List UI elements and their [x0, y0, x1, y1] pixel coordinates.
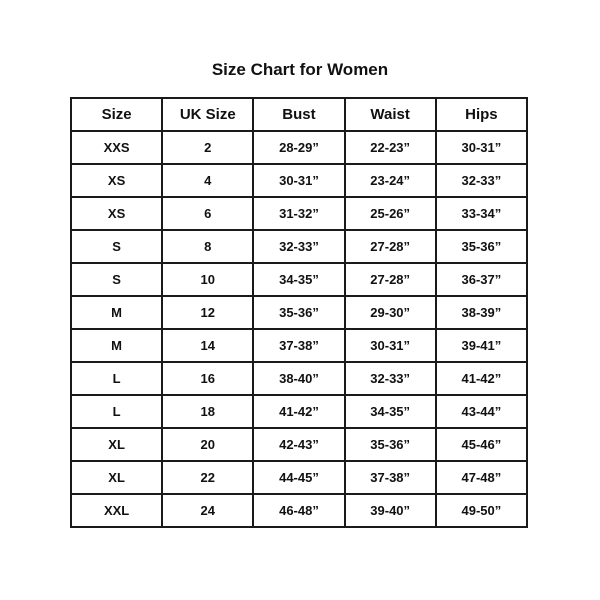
table-cell: XL [69, 427, 164, 462]
table-cell: 30-31” [252, 163, 346, 198]
table-cell: 14 [161, 328, 255, 363]
table-cell: 44-45” [252, 460, 346, 495]
table-cell: 2 [161, 130, 255, 165]
table-row: M 14 37-38” 30-31” 39-41” [69, 328, 529, 363]
table-cell: L [69, 361, 164, 396]
table-cell: 32-33” [252, 229, 346, 264]
table-cell: 45-46” [434, 427, 529, 462]
table-cell: XL [69, 460, 164, 495]
table-cell: 35-36” [343, 427, 437, 462]
table-cell: 32-33” [434, 163, 529, 198]
table-cell: 39-40” [343, 493, 437, 528]
table-cell: 34-35” [343, 394, 437, 429]
table-cell: 8 [161, 229, 255, 264]
column-header: Waist [343, 97, 437, 132]
table-cell: XXL [69, 493, 164, 528]
table-cell: 22-23” [343, 130, 437, 165]
table-row: XL 22 44-45” 37-38” 47-48” [69, 460, 529, 495]
table-cell: 41-42” [434, 361, 529, 396]
table-cell: 28-29” [252, 130, 346, 165]
table-cell: XS [69, 196, 164, 231]
table-cell: 49-50” [434, 493, 529, 528]
table-row: L 18 41-42” 34-35” 43-44” [69, 394, 529, 429]
table-cell: 27-28” [343, 262, 437, 297]
table-cell: 16 [161, 361, 255, 396]
table-cell: 30-31” [343, 328, 437, 363]
page-title: Size Chart for Women [211, 60, 389, 79]
table-row: XS 4 30-31” 23-24” 32-33” [69, 163, 529, 198]
table-row: XL 20 42-43” 35-36” 45-46” [69, 427, 529, 462]
table-cell: XXS [69, 130, 164, 165]
table-cell: 32-33” [343, 361, 437, 396]
table-row: XXL 24 46-48” 39-40” 49-50” [69, 493, 529, 528]
table-cell: 20 [161, 427, 255, 462]
table-cell: 39-41” [434, 328, 529, 363]
table-cell: L [69, 394, 164, 429]
table-cell: 46-48” [252, 493, 346, 528]
table-row: XXS 2 28-29” 22-23” 30-31” [69, 130, 529, 165]
table-cell: 37-38” [343, 460, 437, 495]
size-chart-table: Size UK Size Bust Waist Hips XXS 2 28-29” 22-23… [69, 97, 529, 528]
table-cell: M [69, 295, 164, 330]
table-cell: 34-35” [252, 262, 346, 297]
table-cell: S [69, 262, 164, 297]
table-cell: 36-37” [434, 262, 529, 297]
column-header: Hips [434, 97, 529, 132]
table-row: L 16 38-40” 32-33” 41-42” [69, 361, 529, 396]
table-cell: 6 [161, 196, 255, 231]
table-cell: 35-36” [434, 229, 529, 264]
column-header: Bust [252, 97, 346, 132]
table-cell: 10 [161, 262, 255, 297]
table-cell: 30-31” [434, 130, 529, 165]
table-row: M 12 35-36” 29-30” 38-39” [69, 295, 529, 330]
table-cell: 31-32” [252, 196, 346, 231]
table-cell: 4 [161, 163, 255, 198]
table-header-row: Size UK Size Bust Waist Hips [69, 97, 529, 132]
table-cell: 38-40” [252, 361, 346, 396]
table-cell: 18 [161, 394, 255, 429]
column-header: UK Size [161, 97, 255, 132]
table-cell: 42-43” [252, 427, 346, 462]
table-cell: 23-24” [343, 163, 437, 198]
table-row: S 10 34-35” 27-28” 36-37” [69, 262, 529, 297]
table-cell: 47-48” [434, 460, 529, 495]
column-header: Size [69, 97, 164, 132]
table-cell: 43-44” [434, 394, 529, 429]
table-cell: 37-38” [252, 328, 346, 363]
table-cell: 35-36” [252, 295, 346, 330]
table-cell: S [69, 229, 164, 264]
table-cell: 24 [161, 493, 255, 528]
table-cell: 38-39” [434, 295, 529, 330]
table-row: S 8 32-33” 27-28” 35-36” [69, 229, 529, 264]
table-cell: M [69, 328, 164, 363]
table-cell: 27-28” [343, 229, 437, 264]
table-cell: 29-30” [343, 295, 437, 330]
table-cell: 12 [161, 295, 255, 330]
table-cell: 33-34” [434, 196, 529, 231]
table-cell: XS [69, 163, 164, 198]
table-cell: 41-42” [252, 394, 346, 429]
table-row: XS 6 31-32” 25-26” 33-34” [69, 196, 529, 231]
table-cell: 25-26” [343, 196, 437, 231]
table-cell: 22 [161, 460, 255, 495]
